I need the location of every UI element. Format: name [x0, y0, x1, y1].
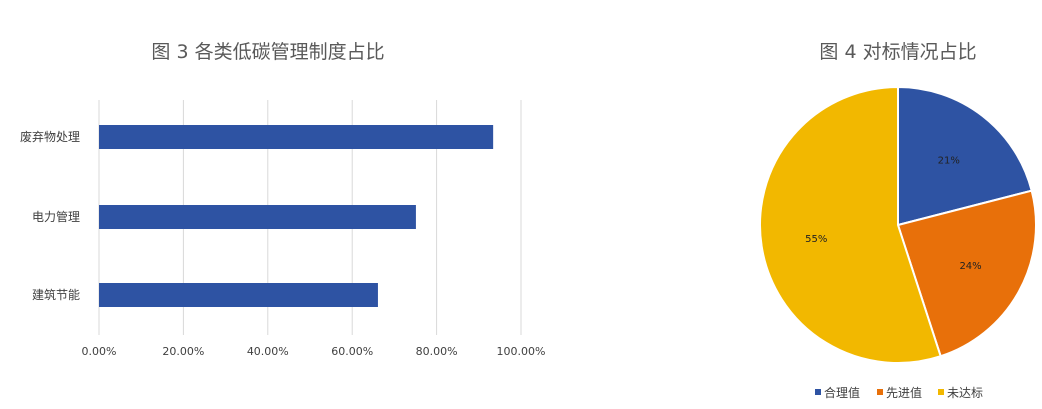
legend-label: 先进值: [886, 385, 922, 400]
bar: [99, 205, 416, 229]
x-tick-label: 60.00%: [331, 345, 373, 358]
pie-slice: [896, 189, 1037, 358]
x-tick-label: 0.00%: [82, 345, 117, 358]
category-label: 建筑节能: [32, 287, 80, 302]
legend-marker: [938, 389, 944, 395]
legend-label: 未达标: [947, 386, 983, 400]
legend-marker: [815, 389, 821, 395]
pie-chart-title: 图 4 对标情况占比: [819, 41, 976, 63]
category-label: 电力管理: [32, 209, 80, 224]
x-tick-label: 40.00%: [247, 345, 289, 358]
x-tick-label: 20.00%: [162, 345, 204, 358]
pie-slice: [897, 85, 1033, 227]
bar: [99, 125, 494, 149]
pie-data-label: 55%: [805, 234, 827, 245]
bar: [99, 283, 378, 307]
category-label: 废弃物处理: [20, 129, 80, 144]
pie-data-label: 24%: [959, 261, 981, 272]
pie-data-label: 21%: [938, 156, 960, 167]
x-tick-label: 100.00%: [497, 345, 546, 358]
bar-chart-title: 图 3 各类低碳管理制度占比: [151, 41, 384, 63]
legend-label: 合理值: [824, 385, 860, 400]
legend-marker: [877, 389, 883, 395]
x-tick-label: 80.00%: [416, 345, 458, 358]
pie-slice: [759, 85, 942, 364]
